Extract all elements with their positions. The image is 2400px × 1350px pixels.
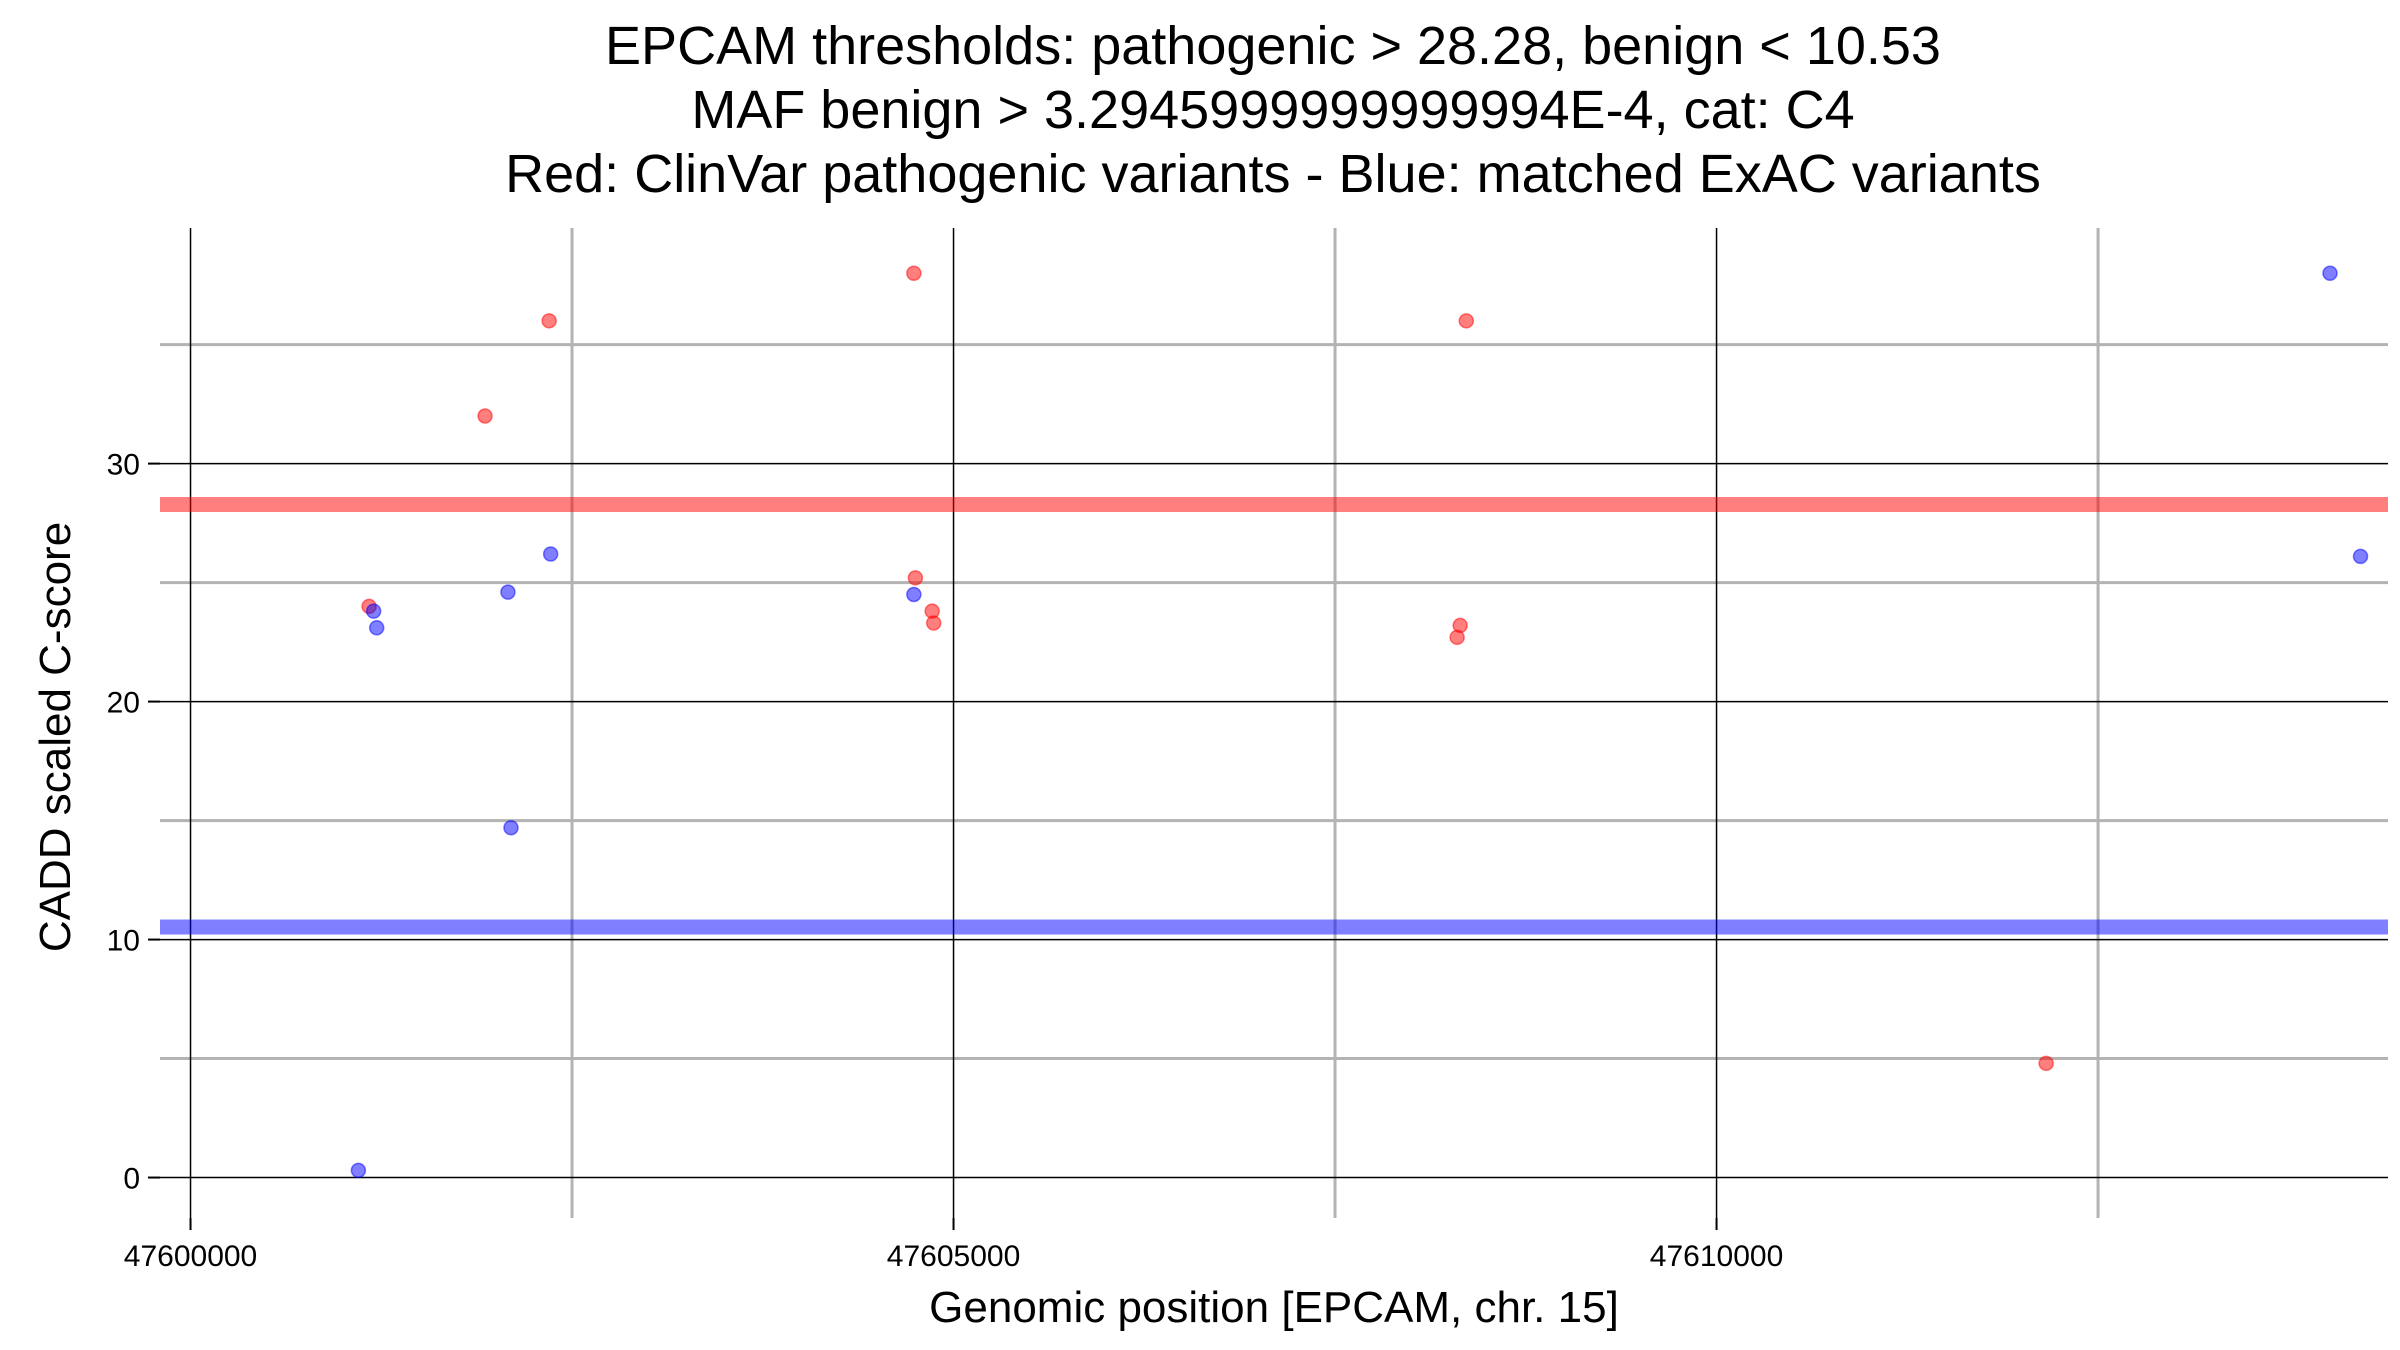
exac-point bbox=[2352, 548, 2369, 565]
threshold-lines bbox=[160, 497, 2388, 935]
clinvar-point bbox=[1458, 313, 1475, 329]
chart-title: EPCAM thresholds: pathogenic > 28.28, be… bbox=[505, 16, 2041, 204]
clinvar-point bbox=[907, 570, 924, 586]
exac-point bbox=[500, 584, 516, 600]
clinvar-point bbox=[2038, 1055, 2054, 1072]
exac-point bbox=[542, 546, 559, 562]
clinvar-point bbox=[541, 313, 557, 329]
data-points bbox=[350, 265, 2369, 1179]
x-axis-label: Genomic position [EPCAM, chr. 15] bbox=[929, 1283, 1619, 1332]
y-tick-label: 0 bbox=[123, 1163, 140, 1196]
x-tick-label: 47605000 bbox=[887, 1240, 1020, 1273]
exac-point bbox=[906, 586, 922, 603]
clinvar-point bbox=[925, 615, 942, 631]
x-tick-label: 47610000 bbox=[1650, 1240, 1783, 1273]
y-axis-label: CADD scaled C-score bbox=[31, 522, 80, 952]
exac-point bbox=[503, 819, 519, 836]
exac-point bbox=[368, 620, 385, 636]
title-line: Red: ClinVar pathogenic variants - Blue:… bbox=[505, 144, 2041, 204]
x-tick-label: 47600000 bbox=[124, 1240, 257, 1273]
title-line: EPCAM thresholds: pathogenic > 28.28, be… bbox=[605, 16, 1941, 76]
clinvar-point bbox=[1449, 629, 1465, 646]
gridlines bbox=[160, 228, 2388, 1218]
y-tick-label: 20 bbox=[107, 687, 140, 720]
exac-point bbox=[365, 603, 382, 619]
clinvar-point bbox=[906, 265, 922, 281]
exac-point bbox=[2322, 265, 2338, 281]
clinvar-point bbox=[477, 408, 493, 424]
exac-point bbox=[350, 1162, 367, 1179]
title-line: MAF benign > 3.2945999999999994E-4, cat:… bbox=[691, 80, 1854, 140]
y-tick-label: 10 bbox=[107, 925, 140, 958]
axes: 0 10 20 30 47600000 47605000 47610000 bbox=[107, 449, 1784, 1273]
y-tick-label: 30 bbox=[107, 449, 140, 482]
